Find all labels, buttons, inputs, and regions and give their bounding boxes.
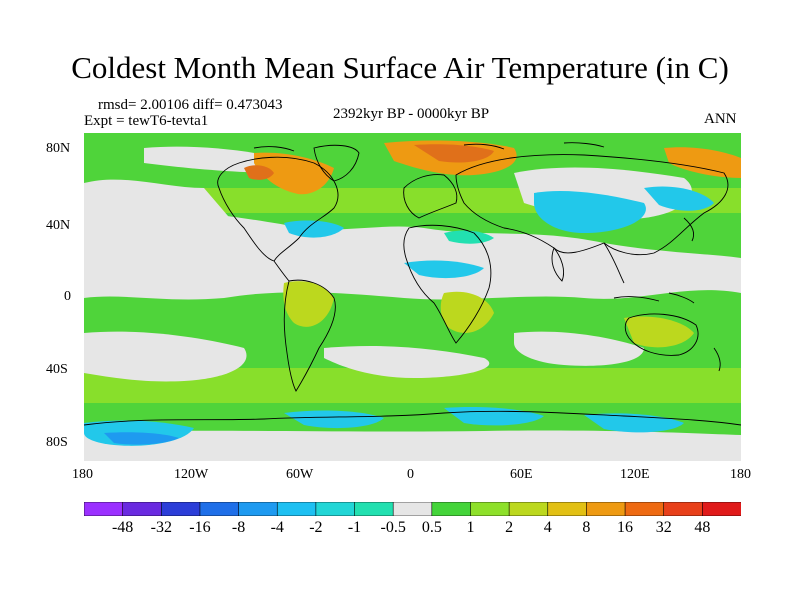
coast-africa [403,224,492,344]
region-neutral-indian [514,331,644,366]
colorbar-swatch [586,502,626,516]
colorbar-label: -32 [150,519,172,536]
colorbar-label: -0.5 [380,519,406,536]
colorbar-label: -16 [189,519,211,536]
region-warmish-australia [624,316,694,348]
region-neutral-south-pacific [84,331,247,382]
colorbar-label: -1 [347,519,362,536]
x-tick-label: 120E [620,467,650,482]
colorbar-swatch [238,502,279,516]
region-cool-sahara [404,260,484,279]
colorbar-swatch [160,502,201,516]
region-warmish-southamerica [283,281,334,327]
region-cool-antarctic-deep [104,432,179,445]
map-canvas [84,133,741,461]
colorbar-label: 4 [543,519,552,536]
region-warm-greenland [244,165,274,180]
coast-arctic-islands [253,142,605,152]
colorbar-swatch [663,502,704,516]
coast-central-america [273,260,290,282]
colorbar-swatch [431,502,472,516]
region-cool-northpac [644,186,714,211]
region-warm-siberia-core [414,144,494,163]
experiment-line: Expt = tewT6-tevta1 [84,113,209,129]
colorbar-swatch [392,502,433,516]
coast-india [551,247,565,282]
y-tick-label: 0 [64,289,71,304]
coastlines [84,142,741,426]
temperature-map [84,133,741,461]
coast-greenland [313,144,360,182]
colorbar-label: 16 [617,519,634,536]
coast-indonesia [613,292,695,304]
colorbar-label: 1 [466,519,475,536]
region-neutral-north-pacific [84,179,234,228]
coast-new-zealand [713,347,721,372]
coast-japan [683,217,695,242]
x-tick-label: 60E [510,467,533,482]
colorbar-label: -48 [111,519,134,536]
colorbar-label: 32 [655,519,672,536]
colorbar-swatch [199,502,240,516]
region-warm-alaska [664,147,741,178]
x-tick-label: 60W [286,467,314,482]
colorbar-swatch [624,502,665,516]
colorbar-label: -4 [270,519,284,536]
region-neutral-antarctic [84,430,741,461]
region-cool-atlantic [284,220,344,238]
coast-europe [403,174,458,219]
region-cool-antarctic-2 [284,410,384,429]
colorbar-swatch [354,502,394,516]
colorbar-label: 8 [582,519,591,536]
colorbar-label: -2 [309,519,323,536]
colorbar-label: 2 [505,519,514,536]
colorbar [84,502,741,516]
season-label: ANN [704,111,737,127]
colorbar-swatch [84,502,124,516]
colorbar-label: -8 [231,519,246,536]
y-tick-label: 40S [46,362,68,377]
x-tick-label: 180 [730,467,751,482]
chart-title: Coldest Month Mean Surface Air Temperatu… [71,50,729,85]
period-line: 2392kyr BP - 0000kyr BP [333,106,490,122]
x-tick-label: 180 [72,467,93,482]
y-tick-label: 80S [46,435,68,450]
coast-australia [624,313,699,356]
colorbar-swatch [122,502,163,516]
coast-antarctica [84,410,741,426]
x-tick-label: 120W [174,467,209,482]
coast-asia [455,154,729,256]
region-cool-mediterranean [444,230,494,244]
colorbar-swatch [547,502,588,516]
coast-south-america [283,279,336,392]
y-tick-label: 80N [46,141,71,156]
colorbar-swatch [315,502,356,516]
coast-north-america [217,156,339,262]
colorbar-swatch [470,502,510,516]
region-cool-asia [534,191,646,233]
region-neutral-south-atlantic [324,346,490,378]
region-warmish-africa [440,291,494,333]
coast-southeast-asia [603,242,625,284]
stats-line: rmsd= 2.00106 diff= 0.473043 [98,97,283,113]
colorbar-swatch [276,502,317,516]
colorbar-swatch [702,502,741,516]
y-tick-label: 40N [46,218,71,233]
x-tick-label: 0 [407,467,414,482]
colorbar-label: 48 [694,519,711,536]
colorbar-label: 0.5 [421,519,442,536]
colorbar-swatch [508,502,549,516]
region-neutral-tropics [84,209,741,300]
